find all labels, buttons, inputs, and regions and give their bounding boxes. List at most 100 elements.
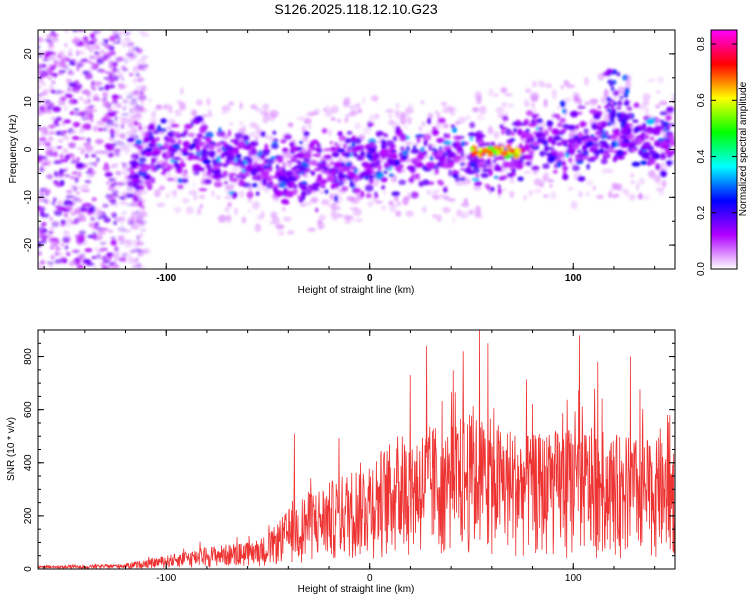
colorbar-tick-label: 0.4 [696,149,707,163]
spectrogram-blob [90,154,97,158]
spectrogram-blob [74,218,79,223]
spectrogram-blob [563,142,568,147]
spectrogram-blob [48,175,54,179]
spectrogram-blob [375,130,384,137]
spectrogram-blob [615,128,620,135]
spectrogram-blob [217,214,227,223]
spectrogram-blob [644,107,650,114]
spectrogram-blob [292,188,298,196]
spectrogram-blob [655,90,661,94]
spectrogram-blob [350,197,360,204]
spectrogram-blob [245,164,253,172]
spectrogram-blob [38,126,41,131]
spectrogram-blob [147,143,155,148]
spectrogram-blob [38,70,44,74]
spectrogram-blob [228,172,237,177]
spectrogram-blob [609,117,615,122]
spectrogram-blob [585,179,594,186]
spectrogram-blob [113,103,119,109]
spectrogram-blob [395,210,402,217]
spectrogram-blob [102,165,110,172]
spectrogram-blob [548,126,552,132]
spectrogram-blob [66,153,75,158]
spectrogram-blob [343,97,351,106]
spectrogram-blob [126,137,135,143]
spectrogram-blob [469,162,477,167]
spectrogram-blob [68,69,73,74]
spectrogram-blob [474,180,482,187]
spectrogram-blob [110,239,117,246]
spectrogram-blob [110,128,114,133]
spectrogram-blob [49,125,55,129]
spectrogram-blob [460,167,465,171]
spectrogram-blob [192,164,201,170]
spectrogram-blob [528,123,537,127]
spectrogram-blob [226,155,236,162]
spectrogram-blob [187,132,196,138]
spectrogram-blob [509,176,515,184]
spectrogram-blob [45,67,55,72]
spectrogram-blob [140,228,146,232]
spectrogram-blob [110,265,117,269]
spectrogram-blob [669,133,673,138]
spectrogram-blob [657,138,665,142]
spectrogram-blob [331,168,337,175]
spectrogram-blob [474,215,484,219]
spectrogram-blob [239,171,244,176]
spectrogram-blob [77,137,86,141]
spectrogram-blob [517,176,524,182]
spectrogram-blob [80,149,84,154]
spectrogram-blob [571,142,580,149]
spectrogram-blob [222,163,228,168]
spectrogram-blob [256,186,264,191]
spectrogram-blob [160,171,166,175]
spectrogram-blob [50,254,55,260]
spectrogram-blob [586,141,594,147]
spectrogram-blob [114,115,118,122]
spectrogram-blob [80,189,87,192]
spectrogram-blob [136,237,140,243]
spectrogram-blob [156,202,166,208]
spectrogram-blob [391,191,401,197]
spectrogram-blob [426,189,431,195]
spectrogram-blob [355,218,363,222]
spectrogram-blob [133,77,138,82]
spectrogram-blob [276,156,284,163]
spectrogram-blob [130,225,140,230]
spectrogram-blob [526,160,532,167]
spectrogram-blob [362,126,372,135]
spectrogram-blob [72,195,76,200]
spectrogram-blob [514,158,521,163]
y-tick-label: 0 [23,566,34,572]
spectrogram-blob [102,260,110,264]
spectrogram-blob [115,251,123,256]
spectrogram-blob [525,88,532,94]
spectrogram-blob [253,161,258,168]
spectrogram-blob [464,141,469,146]
spectrogram-blob [607,121,612,127]
spectrogram-blob [390,173,395,177]
spectrogram-blob [633,126,641,133]
spectrogram-blob [67,87,71,91]
spectrogram-blob [131,163,136,169]
spectrogram-blob [135,258,139,262]
spectrogram-blob [298,164,306,172]
spectrogram-blob [130,153,139,160]
spectrogram-blob [182,197,190,204]
spectrogram-blob [229,184,234,190]
spectrogram-blob [192,138,199,146]
spectrogram-blob [346,131,353,135]
spectrogram-blob [80,58,89,62]
spectrogram-blob [334,195,338,203]
spectrogram-blob [183,145,188,153]
spectrogram-blob [323,148,333,152]
spectrogram-blob [138,126,143,130]
spectrogram-blob [544,145,549,152]
spectrogram-blob [476,114,485,121]
spectrogram-blob [665,126,671,131]
spectrogram-blob [117,226,126,233]
spectrogram-blob [137,263,141,269]
spectrogram-blob [616,106,622,110]
spectrogram-blob [175,134,181,138]
spectrogram-blob [72,30,78,33]
